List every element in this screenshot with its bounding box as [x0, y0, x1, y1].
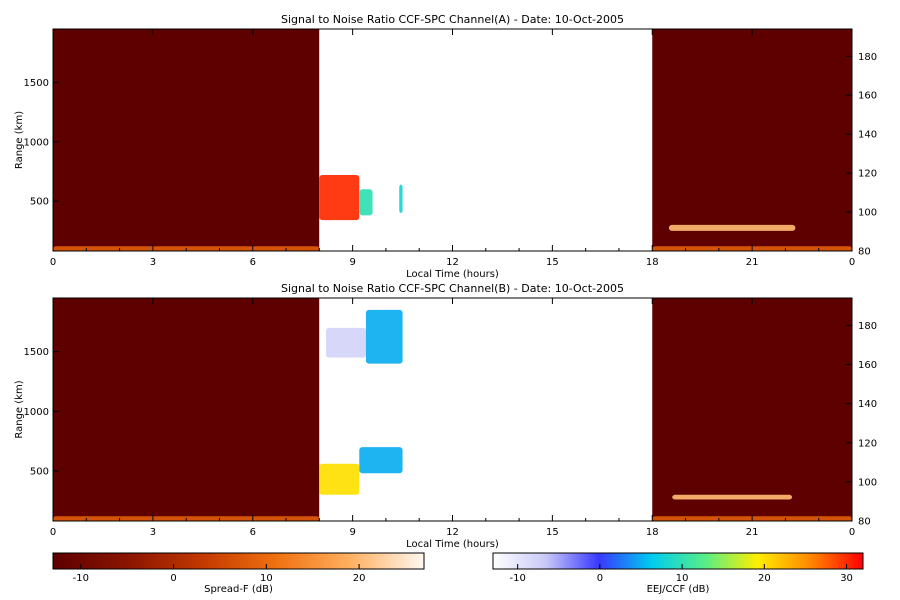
- y-right-tick-label: 140: [858, 399, 877, 410]
- echo-spreadf: [668, 224, 796, 231]
- chart-title: Signal to Noise Ratio CCF-SPC Channel(B)…: [281, 282, 624, 295]
- y-left-tick-label: 1500: [24, 78, 49, 89]
- y-right-tick-label: 120: [858, 438, 877, 449]
- x-tick-label: 18: [646, 257, 659, 268]
- x-tick-label: 15: [546, 257, 559, 268]
- colorbar-tick-label: 10: [676, 573, 689, 584]
- echo-eej: [365, 309, 403, 364]
- y-left-tick-label: 1500: [24, 347, 49, 358]
- y-left-tick-label: 500: [30, 466, 49, 477]
- colorbar-spread-f: -10 0 10 20 Spread-F (dB): [52, 552, 425, 595]
- y-left-tick-label: 1000: [24, 137, 49, 148]
- echo-eej: [399, 184, 403, 214]
- colorbar-gradient: [52, 552, 425, 570]
- y-left-tick-label: 500: [30, 197, 49, 208]
- x-axis-label: Local Time (hours): [406, 539, 499, 550]
- colorbar-tick-label: -10: [73, 573, 89, 584]
- y-axis-label: Range (km): [14, 111, 25, 169]
- y-right-tick-label: 80: [858, 517, 871, 528]
- x-tick-label: 21: [746, 257, 759, 268]
- x-axis-label: Local Time (hours): [406, 269, 499, 280]
- y-left-tick-label: 1000: [24, 407, 49, 418]
- y-right-tick-label: 120: [858, 169, 877, 180]
- colorbar-tick-label: -10: [509, 573, 525, 584]
- x-tick-label: 9: [349, 527, 355, 538]
- x-tick-label: 0: [849, 257, 855, 268]
- x-tick-label: 3: [150, 527, 156, 538]
- x-tick-label: 6: [250, 257, 256, 268]
- x-tick-label: 3: [150, 257, 156, 268]
- x-tick-label: 18: [646, 527, 659, 538]
- y-right-tick-label: 160: [858, 360, 877, 371]
- region-eej-ccf-1: [319, 29, 653, 251]
- echo-spreadf: [672, 494, 793, 500]
- colorbar-tick-label: 0: [597, 573, 603, 584]
- y-axis-label: Range (km): [14, 380, 25, 438]
- region-spread-f-2: [652, 29, 852, 251]
- x-tick-label: 0: [50, 257, 56, 268]
- y-right-tick-label: 100: [858, 477, 877, 488]
- chart-title: Signal to Noise Ratio CCF-SPC Channel(A)…: [281, 13, 624, 26]
- colorbar-eej-ccf: -10 0 10 20 30 EEJ/CCF (dB): [492, 552, 864, 595]
- echo-eej: [319, 463, 360, 495]
- colorbar-label: EEJ/CCF (dB): [647, 584, 710, 595]
- y-right-tick-label: 140: [858, 130, 877, 141]
- echo-eej: [359, 189, 373, 216]
- colorbar-tick-label: 10: [260, 573, 273, 584]
- panel-a: 0 3 6 9 12 15 18 21 0 500 1000 1500 80 100 120 140 160 18…: [14, 13, 877, 280]
- echo-eej: [359, 447, 403, 474]
- x-tick-label: 0: [849, 527, 855, 538]
- echo-eej: [325, 327, 366, 358]
- region-spread-f-0: [53, 298, 320, 521]
- x-tick-label: 21: [746, 527, 759, 538]
- panel-b: 0 3 6 9 12 15 18 21 0 500 1000 1500 80 100 120 140 160 18…: [14, 282, 877, 550]
- y-right-tick-label: 180: [858, 321, 877, 332]
- x-tick-label: 6: [250, 527, 256, 538]
- region-spread-f-0: [53, 29, 320, 251]
- y-right-tick-label: 100: [858, 208, 877, 219]
- colorbar-gradient: [492, 552, 864, 570]
- colorbar-tick-label: 30: [840, 573, 853, 584]
- colorbar-tick-label: 0: [170, 573, 176, 584]
- colorbar-tick-label: 20: [758, 573, 771, 584]
- x-tick-label: 12: [446, 257, 459, 268]
- region-spread-f-2: [652, 298, 852, 521]
- x-tick-label: 15: [546, 527, 559, 538]
- x-tick-label: 12: [446, 527, 459, 538]
- x-tick-label: 9: [349, 257, 355, 268]
- colorbar-tick-label: 20: [353, 573, 366, 584]
- echo-eej: [319, 175, 360, 221]
- y-right-tick-label: 160: [858, 91, 877, 102]
- x-tick-label: 0: [50, 527, 56, 538]
- y-right-tick-label: 180: [858, 52, 877, 63]
- colorbar-label: Spread-F (dB): [204, 584, 273, 595]
- y-right-tick-label: 80: [858, 247, 871, 258]
